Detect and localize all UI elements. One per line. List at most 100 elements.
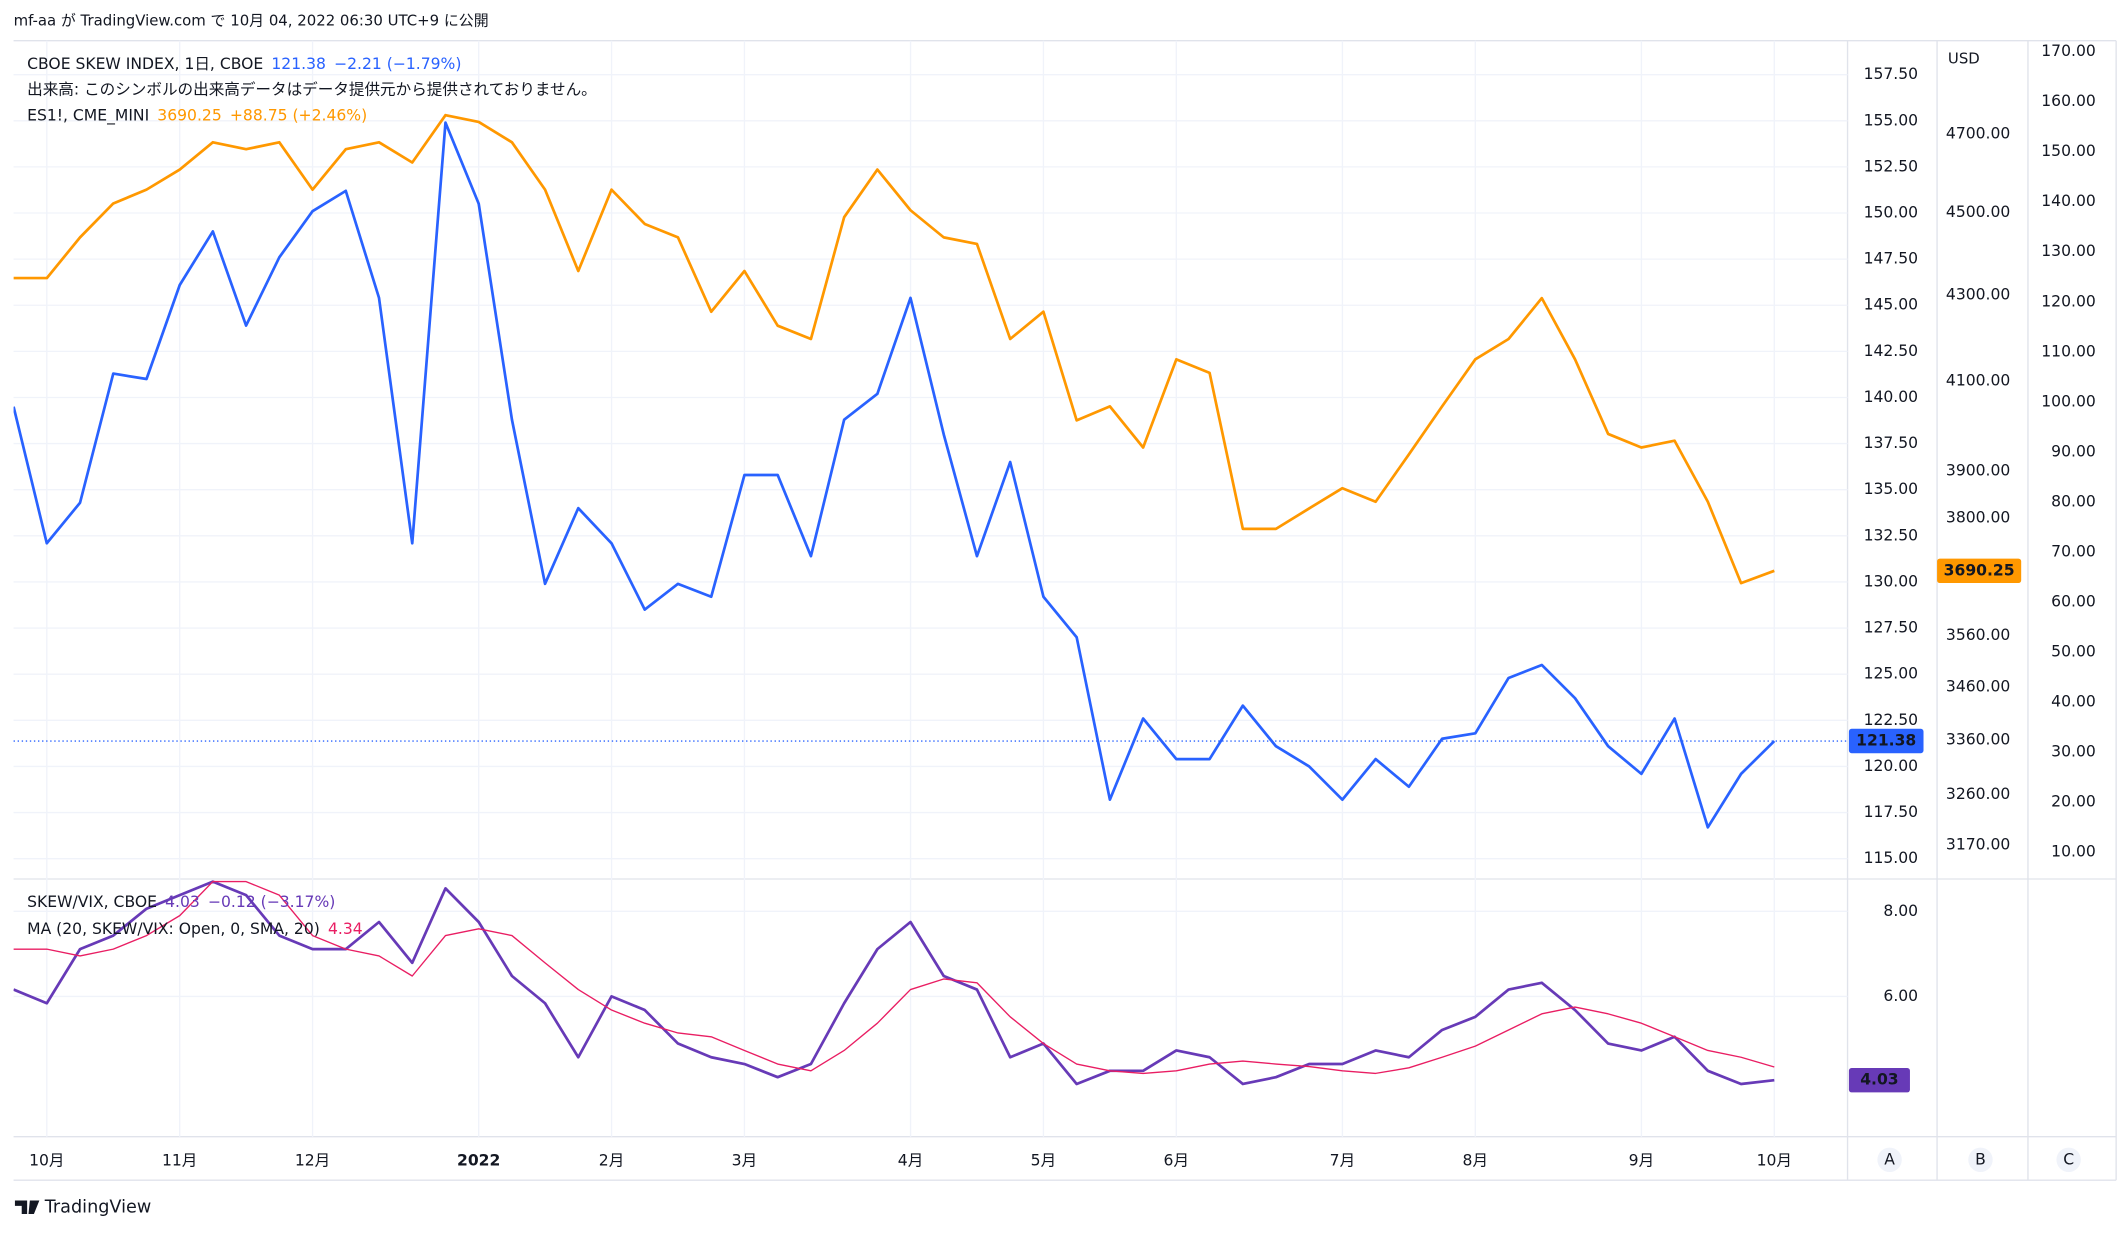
legend-value: 121.38 <box>271 54 326 72</box>
legend-name: MA (20, SKEW/VIX: Open, 0, SMA, 20) <box>27 920 320 938</box>
y3-tick-label: 30.00 <box>2051 742 2096 760</box>
y2-tick-label: 3560.00 <box>1946 626 2010 644</box>
legend-change: −2.21 (−1.79%) <box>334 54 461 72</box>
y-tick-label: 157.50 <box>1864 65 1919 83</box>
axis-unit: USD <box>1948 50 1980 68</box>
legend-value: 4.34 <box>328 920 363 938</box>
y-tick-label: 132.50 <box>1864 526 1919 544</box>
scale-button-label: A <box>1884 1150 1895 1168</box>
legend-value: 3690.25 <box>157 106 221 124</box>
y2-tick-label: 3260.00 <box>1946 785 2010 803</box>
y2-tick-label: 3800.00 <box>1946 508 2010 526</box>
scale-button[interactable] <box>1968 1147 1993 1173</box>
y-tick-label: 120.00 <box>1864 757 1919 775</box>
series-line <box>13 121 1776 829</box>
y2-tick-label: 4300.00 <box>1946 285 2010 303</box>
y3-tick-label: 120.00 <box>2041 292 2096 310</box>
brand: TradingView <box>14 1197 152 1217</box>
y3-tick-label: 140.00 <box>2041 192 2096 210</box>
y-tick-label: 125.00 <box>1864 665 1919 683</box>
y2-tick-label: 4100.00 <box>1946 371 2010 389</box>
series-line <box>13 880 1775 1075</box>
y-tick-label: 137.50 <box>1864 434 1919 452</box>
x-tick-label: 9月 <box>1629 1152 1654 1170</box>
y3-tick-label: 130.00 <box>2041 242 2096 260</box>
x-tick-label: 12月 <box>295 1152 330 1170</box>
x-tick-label: 8月 <box>1463 1152 1488 1170</box>
price-badge-label: 3690.25 <box>1944 561 2015 579</box>
price-badge <box>1848 1067 1910 1093</box>
y3-tick-label: 70.00 <box>2051 542 2096 560</box>
y-tick-label: 8.00 <box>1883 902 1918 920</box>
scale-button[interactable] <box>2056 1147 2081 1173</box>
y3-tick-label: 60.00 <box>2051 592 2096 610</box>
legend-change: −0.12 (−3.17%) <box>208 893 335 911</box>
y-tick-label: 115.00 <box>1864 849 1919 867</box>
y3-tick-label: 160.00 <box>2041 92 2096 110</box>
brand-logo <box>14 1200 40 1215</box>
legend-value: 4.03 <box>165 893 200 911</box>
y-tick-label: 6.00 <box>1883 987 1918 1005</box>
x-tick-label: 10月 <box>29 1152 64 1170</box>
y-tick-label: 142.50 <box>1864 342 1919 360</box>
brand-name: TradingView <box>44 1197 152 1217</box>
price-badge-label: 4.03 <box>1860 1071 1898 1089</box>
y-tick-label: 117.50 <box>1864 803 1919 821</box>
y3-tick-label: 40.00 <box>2051 692 2096 710</box>
y2-tick-label: 3170.00 <box>1946 836 2010 854</box>
legend: SKEW/VIX, CBOE 4.03 −0.12 (−3.17%) <box>27 893 335 911</box>
y-tick-label: 147.50 <box>1864 250 1919 268</box>
y3-tick-label: 110.00 <box>2041 342 2096 360</box>
series-line <box>13 113 1775 585</box>
publish-note: mf-aa が TradingView.com で 10月 04, 2022 0… <box>14 12 489 30</box>
legend: 出来高: このシンボルの出来高データはデータ提供元から提供されておりません。 <box>27 79 597 98</box>
series-line <box>13 880 1775 1086</box>
y3-tick-label: 100.00 <box>2041 392 2096 410</box>
legend: CBOE SKEW INDEX, 1日, CBOE 121.38 −2.21 (−1… <box>27 54 461 72</box>
y-tick-label: 127.50 <box>1864 619 1919 637</box>
legend-note: 出来高: このシンボルの出来高データはデータ提供元から提供されておりません。 <box>27 79 597 98</box>
legend-change: +88.75 (+2.46%) <box>230 106 367 124</box>
y-tick-label: 135.00 <box>1864 480 1919 498</box>
x-tick-label: 2月 <box>599 1152 625 1170</box>
legend-name: CBOE SKEW INDEX, 1日, CBOE <box>27 54 263 72</box>
y2-tick-label: 3460.00 <box>1946 678 2010 696</box>
legend-name: SKEW/VIX, CBOE <box>27 893 157 911</box>
x-tick-label: 11月 <box>162 1152 197 1170</box>
legend-name: ES1!, CME_MINI <box>27 106 149 125</box>
price-badge <box>1937 558 2022 584</box>
y3-tick-label: 80.00 <box>2051 492 2096 510</box>
y3-tick-label: 10.00 <box>2051 842 2096 860</box>
y2-tick-label: 3900.00 <box>1946 462 2010 480</box>
y-tick-label: 152.50 <box>1864 157 1919 175</box>
x-tick-label: 5月 <box>1031 1152 1057 1170</box>
y-tick-label: 150.00 <box>1864 204 1919 222</box>
y3-tick-label: 50.00 <box>2051 642 2096 660</box>
x-tick-label: 6月 <box>1164 1152 1190 1170</box>
legend: ES1!, CME_MINI 3690.25 +88.75 (+2.46%) <box>27 106 367 125</box>
y3-tick-label: 90.00 <box>2051 442 2096 460</box>
x-tick-label: 2022 <box>457 1152 500 1170</box>
y2-tick-label: 4700.00 <box>1946 125 2010 143</box>
y2-tick-label: 4500.00 <box>1946 203 2010 221</box>
y3-tick-label: 170.00 <box>2041 42 2096 60</box>
y-tick-label: 155.00 <box>1864 111 1919 129</box>
y3-tick-label: 150.00 <box>2041 142 2096 160</box>
scale-button[interactable] <box>1877 1147 1902 1173</box>
y2-tick-label: 3360.00 <box>1946 731 2010 749</box>
x-tick-label: 7月 <box>1330 1152 1356 1170</box>
y-tick-label: 130.00 <box>1864 572 1919 590</box>
x-tick-label: 3月 <box>732 1152 758 1170</box>
x-tick-label: 10月 <box>1757 1152 1792 1170</box>
legend: MA (20, SKEW/VIX: Open, 0, SMA, 20) 4.34 <box>27 920 363 938</box>
price-badge <box>1848 728 1924 754</box>
scale-button-label: B <box>1975 1150 1986 1168</box>
y3-tick-label: 20.00 <box>2051 792 2096 810</box>
y-tick-label: 145.00 <box>1864 296 1919 314</box>
x-tick-label: 4月 <box>898 1152 924 1170</box>
scale-button-label: C <box>2063 1150 2074 1168</box>
y-tick-label: 122.50 <box>1864 711 1919 729</box>
